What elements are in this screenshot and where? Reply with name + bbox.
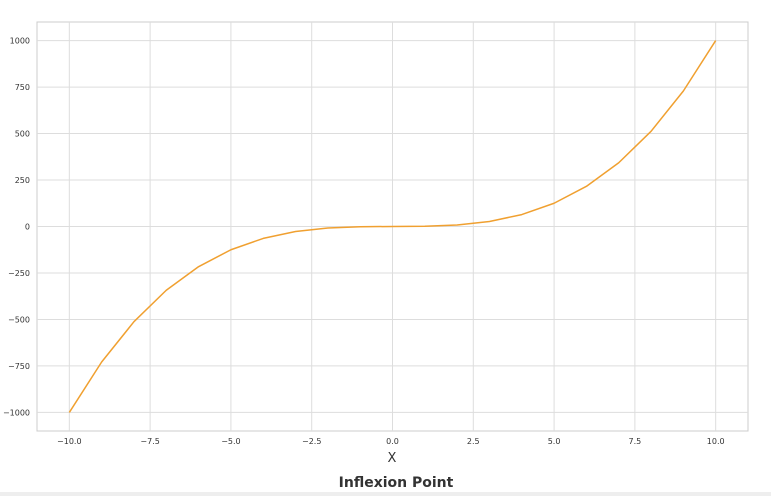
y-tick-label: 500	[15, 130, 30, 139]
x-tick-label: −2.5	[302, 437, 321, 446]
series-layer	[68, 40, 717, 413]
x-tick-labels: −10.0 −7.5 −5.0 −2.5 0.0 2.5 5.0 7.5 10.0	[57, 437, 725, 446]
y-tick-label: 750	[15, 83, 30, 92]
y-tick-label: 250	[15, 176, 30, 185]
y-tick-labels: −1000 −750 −500 −250 0 250 500 750 1000	[3, 37, 30, 418]
y-tick-label: 0	[25, 223, 30, 232]
x-tick-label: 10.0	[707, 437, 725, 446]
x-tick-label: −7.5	[140, 437, 159, 446]
x-tick-label: 2.5	[467, 437, 480, 446]
x-tick-label: −10.0	[57, 437, 82, 446]
y-tick-label: −1000	[3, 408, 30, 417]
chart-title: Inflexion Point	[339, 475, 454, 491]
y-tick-label: −250	[8, 269, 30, 278]
x-tick-label: −5.0	[221, 437, 240, 446]
x-tick-label: 5.0	[548, 437, 561, 446]
series-line	[68, 40, 717, 413]
x-tick-label: 0.0	[386, 437, 399, 446]
y-tick-label: 1000	[10, 37, 30, 46]
grid	[37, 22, 748, 431]
x-axis-label: X	[388, 451, 397, 466]
y-tick-label: −500	[8, 315, 30, 324]
x-tick-label: 7.5	[629, 437, 642, 446]
y-tick-label: −750	[8, 362, 30, 371]
bottom-strip	[0, 492, 771, 496]
